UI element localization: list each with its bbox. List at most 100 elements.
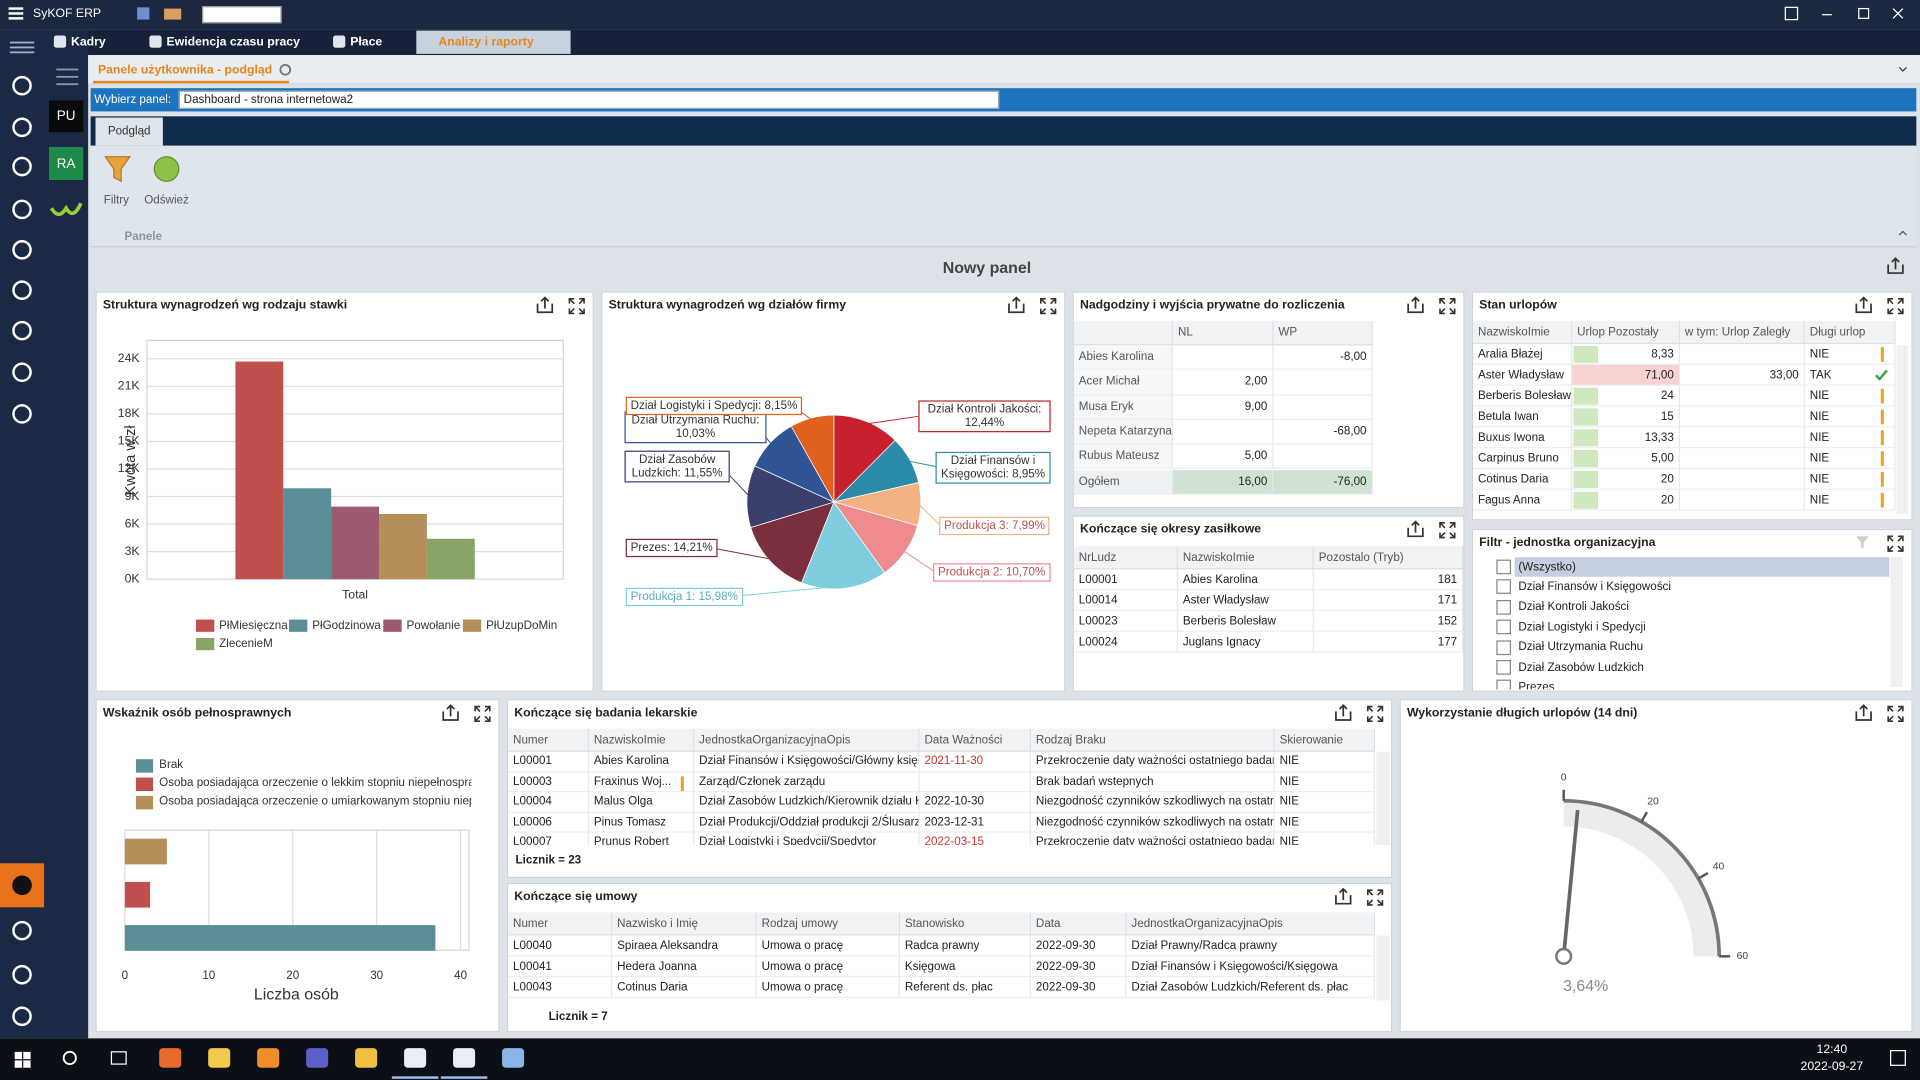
checkbox[interactable] — [1496, 660, 1512, 675]
app-tab[interactable]: Analizy i raporty — [416, 30, 571, 54]
column-header[interactable]: NrLudz — [1073, 546, 1178, 570]
panel-menu[interactable] — [56, 75, 79, 78]
column-header[interactable]: Rodzaj Braku — [1031, 728, 1275, 752]
column-header[interactable]: Data Ważności — [919, 728, 1032, 752]
export-button[interactable] — [442, 704, 459, 721]
export-button[interactable] — [1407, 296, 1424, 314]
app-tab[interactable]: Płace — [350, 35, 383, 49]
ribbon-tab[interactable]: Podgląd — [95, 117, 163, 146]
column-header[interactable]: NL — [1173, 320, 1274, 346]
filter-item[interactable]: Dział Kontroli Jakości — [1518, 600, 1629, 614]
toolbar-icon[interactable] — [164, 8, 182, 20]
sidebar-badge[interactable]: RA — [48, 146, 84, 180]
panel-menu[interactable] — [56, 68, 79, 71]
checkbox[interactable] — [1496, 599, 1512, 615]
maximize-button[interactable] — [1887, 297, 1904, 315]
filter-item[interactable]: (Wszystko) — [1518, 560, 1576, 574]
menu-icon[interactable] — [8, 7, 24, 10]
export-button[interactable] — [1335, 704, 1352, 721]
column-header[interactable]: Data — [1031, 912, 1127, 936]
sidebar-icon[interactable] — [12, 1006, 32, 1027]
ribbon-collapse[interactable] — [1898, 230, 1907, 236]
checkbox[interactable] — [1496, 559, 1512, 575]
sidebar-icon[interactable] — [12, 156, 32, 177]
taskbar-app[interactable] — [355, 1048, 378, 1068]
column-header[interactable]: WP — [1273, 320, 1373, 346]
taskbar-app[interactable] — [502, 1048, 525, 1068]
export-button[interactable] — [1008, 296, 1025, 314]
sidebar-icon[interactable] — [12, 362, 32, 383]
column-header[interactable]: JednostkaOrganizacyjnaOpis — [694, 728, 920, 752]
maximize-button[interactable] — [1439, 297, 1456, 315]
subtab[interactable]: Panele użytkownika - podgląd — [93, 59, 289, 84]
task-view[interactable] — [110, 1051, 127, 1065]
menu-icon[interactable] — [8, 12, 24, 15]
filter-item[interactable]: Dział Logistyki i Spedycji — [1518, 620, 1646, 634]
taskbar-app[interactable] — [404, 1048, 427, 1068]
app-tab[interactable]: Ewidencja czasu pracy — [166, 35, 300, 49]
sidebar-icon[interactable] — [12, 920, 32, 941]
maximize-button[interactable] — [1887, 535, 1904, 552]
sidebar-icon[interactable] — [12, 240, 32, 260]
help-button[interactable] — [1784, 6, 1799, 21]
column-header[interactable]: Nazwisko i Imię — [612, 912, 757, 936]
selector-input[interactable]: Dashboard - strona internetowa2 — [178, 90, 1000, 109]
checkbox[interactable] — [1496, 680, 1512, 690]
sidebar-icon[interactable] — [12, 320, 32, 341]
restore-button[interactable] — [1858, 7, 1870, 19]
search-box[interactable] — [202, 6, 282, 24]
maximize-button[interactable] — [1887, 705, 1904, 723]
column-header[interactable]: Pozostalo (Tryb) — [1313, 546, 1464, 570]
export-button[interactable] — [1335, 887, 1352, 905]
filter-item[interactable]: Dział Utrzymania Ruchu — [1518, 640, 1644, 654]
export-button[interactable] — [1887, 257, 1904, 274]
subtab-close[interactable] — [279, 63, 292, 76]
column-header[interactable]: NazwiskoImie — [588, 728, 695, 752]
sidebar-menu[interactable] — [9, 46, 35, 49]
filter-item[interactable]: Dział Zasobów Ludzkich — [1518, 660, 1644, 675]
sidebar-badge[interactable]: PU — [48, 100, 84, 133]
column-header[interactable]: NazwiskoImie — [1473, 320, 1573, 345]
sidebar-icon[interactable] — [12, 199, 32, 220]
checkbox[interactable] — [1496, 639, 1512, 655]
maximize-button[interactable] — [1366, 705, 1384, 723]
notifications[interactable] — [1890, 1050, 1906, 1066]
sidebar-icon[interactable] — [12, 75, 32, 96]
clear-filter[interactable] — [1856, 536, 1869, 549]
start-button[interactable] — [14, 1051, 31, 1068]
export-button[interactable] — [536, 296, 554, 314]
column-header[interactable]: Stanowisko — [900, 912, 1032, 936]
app-tab[interactable]: Kadry — [71, 35, 106, 49]
taskbar-app[interactable] — [453, 1048, 476, 1068]
menu-icon[interactable] — [8, 17, 24, 20]
checkbox[interactable] — [1496, 579, 1512, 595]
taskbar-app[interactable] — [208, 1048, 231, 1068]
export-button[interactable] — [1407, 520, 1424, 538]
taskbar-app[interactable] — [159, 1048, 182, 1068]
ribbon-button[interactable]: Odśwież — [144, 193, 189, 207]
column-header[interactable]: Rodzaj umowy — [756, 912, 900, 936]
column-header[interactable] — [1073, 320, 1174, 346]
search-button[interactable] — [62, 1050, 77, 1066]
column-header[interactable]: Numer — [508, 728, 589, 752]
sidebar-icon[interactable] — [12, 964, 32, 985]
toolbar-icon[interactable] — [137, 7, 150, 20]
taskbar-app[interactable] — [306, 1048, 329, 1068]
column-header[interactable]: w tym: Urlop Zaległy — [1680, 320, 1805, 345]
maximize-button[interactable] — [1040, 297, 1057, 315]
maximize-button[interactable] — [1439, 522, 1456, 539]
panel-menu[interactable] — [56, 83, 79, 86]
collapse-arrow[interactable] — [1898, 66, 1907, 72]
export-button[interactable] — [1855, 704, 1872, 721]
filter-item[interactable]: Dział Finansów i Księgowości — [1518, 580, 1671, 594]
sidebar-menu[interactable] — [9, 51, 35, 54]
column-header[interactable]: Długi urlop — [1804, 320, 1896, 345]
maximize-button[interactable] — [568, 297, 585, 315]
sidebar-icon[interactable] — [12, 117, 32, 138]
maximize-button[interactable] — [474, 705, 491, 723]
filter-item[interactable]: Prezes — [1518, 680, 1555, 690]
column-header[interactable]: Urlop Pozostały — [1572, 320, 1680, 345]
checkbox[interactable] — [1496, 619, 1512, 635]
column-header[interactable]: Skierowanie — [1274, 728, 1376, 752]
sidebar-menu[interactable] — [9, 41, 35, 44]
